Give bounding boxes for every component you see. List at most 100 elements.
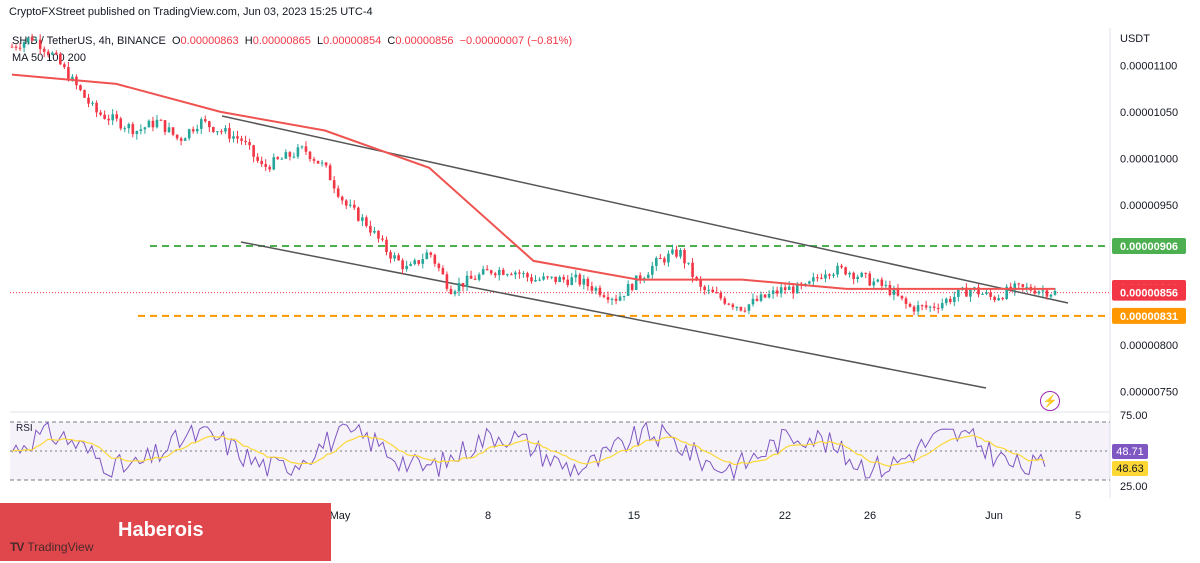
candle-body	[389, 252, 392, 259]
candle-body	[820, 277, 823, 279]
candle-body	[260, 160, 263, 165]
candle-body	[880, 279, 884, 286]
candle-body	[912, 306, 916, 312]
candle-body	[763, 294, 767, 298]
candle-body	[957, 289, 960, 297]
candle-body	[570, 277, 574, 285]
high-label: H	[244, 35, 253, 47]
candle-body	[812, 277, 815, 282]
candle-body	[433, 254, 437, 264]
candle-body	[936, 307, 940, 309]
candle-body	[1033, 290, 1037, 294]
y-tick-label: 0.00001000	[1120, 153, 1178, 165]
candle-body	[357, 207, 360, 221]
candle-body	[1021, 284, 1025, 287]
candle-body	[369, 225, 372, 233]
candle-body	[816, 277, 819, 279]
candle-body	[598, 287, 602, 296]
x-tick-label: 5	[1075, 510, 1081, 522]
candle-body	[485, 269, 489, 271]
candle-body	[276, 157, 280, 159]
open-value: 0.00000863	[180, 35, 239, 47]
candle-body	[590, 286, 594, 291]
x-tick-label: 26	[864, 510, 876, 522]
y-tick-label: 0.00000800	[1120, 340, 1178, 352]
candle-body	[510, 274, 513, 276]
candle-body	[542, 276, 545, 280]
candle-body	[300, 146, 304, 148]
candle-body	[99, 112, 102, 115]
candle-body	[469, 275, 473, 279]
candle-body	[288, 152, 292, 157]
close-value: 0.00000856	[395, 35, 454, 47]
candle-body	[199, 119, 203, 129]
candle-body	[928, 306, 932, 308]
candle-body	[409, 264, 412, 266]
candle-body	[848, 272, 851, 275]
candle-body	[373, 230, 376, 233]
price-tag	[1112, 307, 1186, 324]
flash-icon[interactable]: ⚡	[1040, 391, 1060, 411]
candle-body	[296, 147, 300, 157]
candle-body	[405, 265, 408, 270]
rsi-lower-label: 25.00	[1120, 481, 1148, 493]
candle-body	[1045, 290, 1049, 297]
candle-body	[675, 249, 678, 257]
candle-body	[683, 250, 686, 264]
candle-body	[775, 290, 779, 294]
candle-body	[932, 306, 936, 308]
candle-body	[699, 279, 702, 287]
candle-body	[481, 269, 485, 275]
candle-body	[187, 129, 191, 139]
candle-body	[22, 42, 26, 48]
candle-body	[582, 278, 586, 285]
candle-body	[506, 274, 509, 276]
candle-body	[143, 127, 147, 130]
candle-body	[284, 152, 288, 159]
candle-body	[365, 217, 368, 226]
symbol-label[interactable]: SHIB / TetherUS, 4h, BINANCE	[12, 35, 166, 47]
candle-body	[304, 146, 308, 152]
candle-body	[465, 275, 469, 287]
x-tick-label: 22	[779, 510, 791, 522]
candle-body	[83, 90, 86, 98]
candle-body	[586, 278, 590, 287]
candle-body	[79, 85, 82, 91]
candle-body	[602, 295, 606, 297]
candle-body	[876, 279, 880, 282]
ma-legend[interactable]: MA 50 100 200	[12, 52, 87, 64]
candle-body	[220, 131, 223, 133]
x-tick-label: Jun	[985, 510, 1003, 522]
candle-body	[614, 298, 618, 301]
candle-body	[42, 48, 46, 52]
candle-body	[401, 260, 404, 270]
candle-body	[659, 257, 662, 259]
candle-body	[429, 252, 433, 255]
candle-body	[594, 287, 598, 291]
candle-body	[228, 128, 231, 139]
candle-body	[711, 289, 715, 293]
candle-body	[87, 97, 90, 104]
candle-body	[316, 160, 320, 164]
candle-body	[95, 102, 98, 113]
candle-body	[755, 298, 759, 301]
candle-body	[558, 277, 561, 282]
candle-body	[256, 156, 259, 161]
candle-body	[324, 162, 328, 166]
candle-body	[264, 164, 268, 167]
candle-body	[336, 188, 340, 197]
rsi-legend[interactable]: RSI	[16, 423, 33, 434]
candle-body	[663, 258, 666, 263]
candle-body	[997, 298, 1000, 301]
candle-body	[473, 278, 477, 280]
candle-body	[155, 119, 159, 128]
candle-body	[824, 274, 827, 279]
candle-body	[67, 67, 70, 81]
candle-body	[119, 118, 123, 129]
rsi-value-tag	[1112, 444, 1148, 459]
candle-body	[272, 157, 276, 170]
y-tick-label: 0.00000950	[1120, 200, 1178, 212]
candle-body	[131, 124, 135, 135]
close-label: C	[387, 35, 396, 47]
